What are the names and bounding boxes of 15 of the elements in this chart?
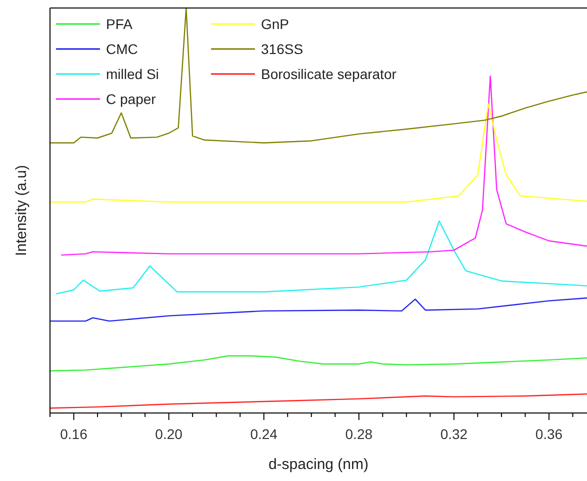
legend-label: GnP <box>261 16 290 32</box>
x-tick-label: 0.28 <box>345 426 373 442</box>
x-axis-title: d-spacing (nm) <box>268 456 369 473</box>
text: 0.20 <box>155 426 182 442</box>
legend-label: Borosilicate separator <box>261 66 397 82</box>
legend-label: milled Si <box>106 66 159 82</box>
y-axis-title: Intensity (a.u) <box>13 165 30 256</box>
x-tick-label: 0.16 <box>60 426 88 442</box>
legend-label: C paper <box>106 91 156 107</box>
legend-label: CMC <box>106 41 138 57</box>
legend-label: PFA <box>106 16 134 32</box>
legend-label: 316SS <box>261 41 304 57</box>
x-tick-label: 0.32 <box>440 426 468 442</box>
x-tick-label: 0.24 <box>250 426 278 442</box>
x-tick-label: 0.36 <box>535 426 563 442</box>
